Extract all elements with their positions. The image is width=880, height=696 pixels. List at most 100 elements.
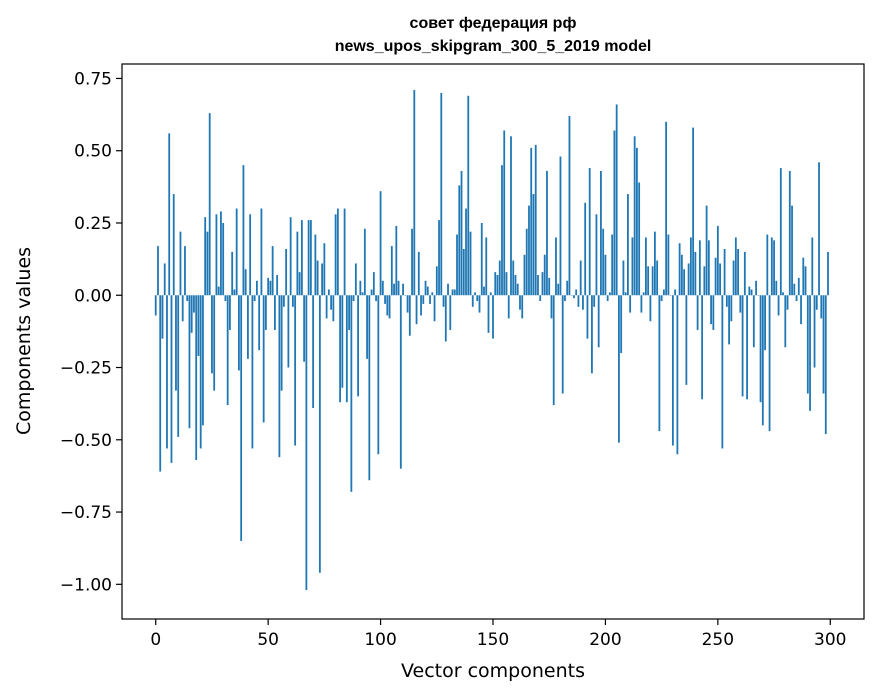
bar: [516, 283, 519, 296]
bar: [716, 225, 719, 296]
bar: [595, 214, 598, 296]
bar: [667, 234, 670, 296]
bar: [689, 237, 692, 296]
bar: [440, 92, 443, 296]
bar: [175, 295, 177, 391]
bar: [791, 205, 793, 296]
bar: [467, 95, 470, 296]
bar: [728, 295, 730, 345]
bar: [564, 295, 566, 302]
bar: [586, 295, 589, 339]
bar: [289, 217, 292, 296]
bar: [222, 222, 225, 296]
bar: [262, 295, 265, 423]
y-axis-label: Components values: [13, 247, 35, 435]
x-tick-label: 250: [702, 630, 734, 650]
bar: [336, 208, 339, 296]
bar: [696, 295, 699, 330]
bar: [723, 249, 726, 296]
bar: [573, 295, 575, 299]
y-tick-label: 0.25: [74, 214, 112, 234]
bar: [656, 260, 659, 296]
bar: [449, 295, 452, 330]
x-tick-label: 150: [477, 630, 509, 650]
bar: [444, 295, 447, 342]
bar: [528, 205, 530, 296]
bar: [451, 289, 454, 296]
bar: [316, 260, 319, 296]
bar: [199, 295, 202, 449]
bar: [265, 295, 267, 330]
bar: [568, 116, 571, 296]
bar: [278, 295, 281, 458]
bar: [424, 280, 427, 296]
bar: [584, 202, 587, 296]
bar: [804, 266, 807, 296]
bar: [561, 295, 564, 394]
bar: [413, 90, 416, 296]
bar: [827, 251, 829, 296]
bar: [532, 194, 535, 296]
bar: [415, 295, 418, 325]
bar: [195, 295, 198, 461]
bar: [325, 295, 328, 319]
bar: [541, 272, 544, 296]
bar: [768, 295, 771, 432]
bar: [242, 165, 245, 296]
bar: [822, 295, 825, 394]
bar: [438, 220, 440, 296]
bar: [795, 295, 798, 302]
bar: [379, 191, 382, 296]
bar: [550, 295, 553, 319]
bar: [503, 130, 506, 296]
bar: [312, 295, 315, 408]
y-tick-label: −0.75: [60, 503, 112, 523]
bar: [627, 194, 629, 296]
bar: [386, 295, 389, 316]
bar: [247, 295, 249, 359]
bar: [291, 295, 294, 307]
bar: [552, 295, 555, 406]
bar: [172, 194, 175, 296]
bar: [782, 292, 784, 296]
bar: [642, 292, 645, 296]
bar: [770, 237, 773, 296]
bar: [604, 254, 607, 296]
bar: [462, 249, 465, 296]
bar: [274, 295, 276, 330]
bar: [773, 240, 775, 296]
bar: [377, 295, 380, 455]
bar: [190, 295, 193, 333]
bar: [211, 295, 213, 374]
bar: [253, 295, 256, 302]
bar: [154, 295, 157, 316]
bar: [510, 136, 512, 296]
bar: [806, 295, 809, 394]
bar: [647, 266, 650, 296]
bar: [559, 156, 562, 296]
bar: [357, 295, 359, 397]
bar: [307, 220, 310, 296]
bar: [202, 295, 204, 426]
bar: [280, 295, 283, 391]
bar: [206, 231, 209, 296]
bar: [701, 295, 704, 400]
bar: [372, 272, 375, 296]
bar: [638, 182, 641, 296]
bar: [764, 295, 766, 351]
bar: [748, 286, 751, 296]
bar: [426, 286, 429, 296]
bar: [557, 283, 560, 296]
y-tick-label: 0.50: [74, 142, 112, 162]
bar: [460, 170, 463, 296]
bar: [339, 295, 341, 403]
bar: [341, 295, 344, 388]
bar: [327, 289, 330, 296]
bar: [537, 275, 539, 296]
bar: [352, 295, 355, 302]
bar: [779, 168, 782, 296]
bar: [818, 162, 820, 296]
bar: [615, 104, 618, 296]
bar: [204, 217, 207, 296]
bar: [725, 295, 728, 307]
